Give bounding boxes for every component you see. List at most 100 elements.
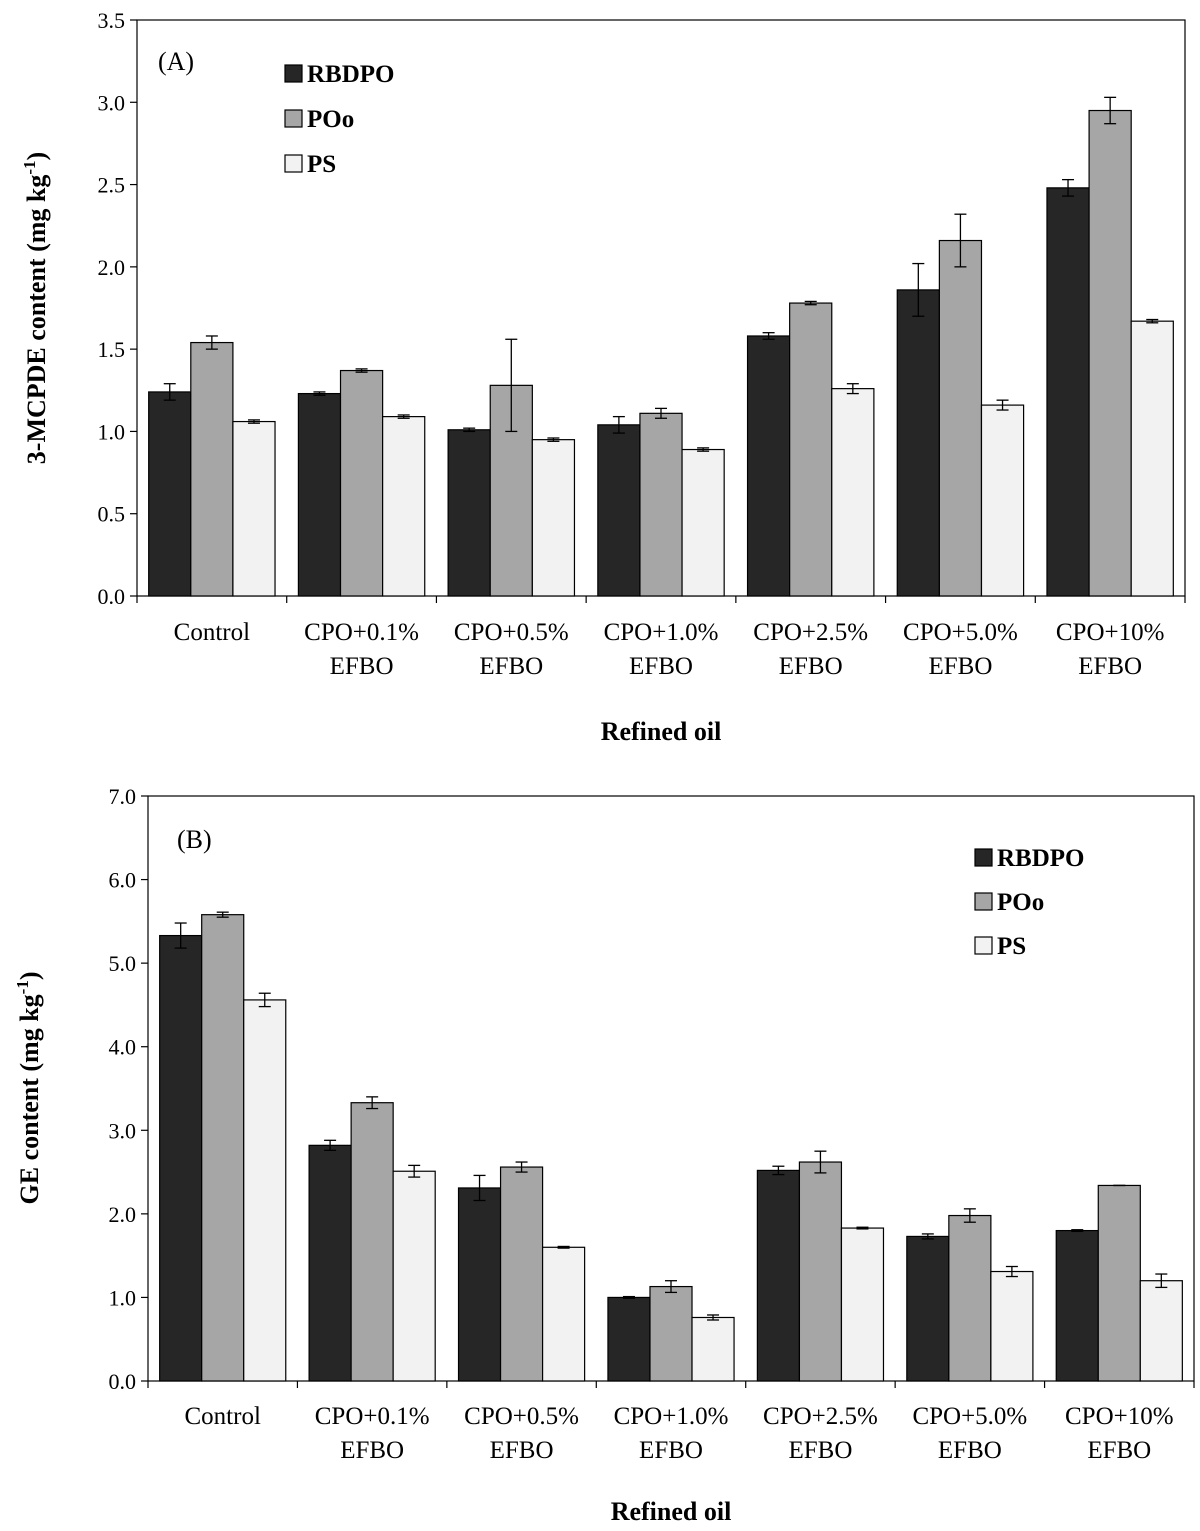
y-tick-label: 1.0 [109,1285,137,1310]
error-bar-rbdpo-2 [473,1174,486,1202]
error-bar-poo-3 [665,1280,677,1294]
error-bar-poo-1 [366,1096,379,1110]
bar-ps-5 [980,404,1025,597]
error-bar-ps-4 [856,1226,869,1230]
error-bar-poo-6 [1104,96,1117,125]
legend-swatch [284,64,303,83]
bar-poo-1 [339,369,384,597]
error-bar-rbdpo-1 [313,391,326,396]
bar-rbdpo-6 [1055,1229,1099,1382]
panel-label: (B) [177,825,212,854]
x-category-label: EFBO [639,1437,703,1464]
error-bar-ps-5 [1005,1265,1018,1278]
bar-rbdpo-0 [159,934,203,1382]
error-bar-ps-3 [697,447,710,452]
legend-swatch [974,892,993,911]
bar-ps-2 [531,439,576,597]
legend-label: POo [997,889,1044,916]
error-bar-rbdpo-6 [1062,178,1075,197]
error-bar-poo-4 [814,1150,827,1174]
bar-ps-0 [232,420,276,597]
x-category-label: CPO+0.5% [464,1403,579,1430]
panel-label: (A) [158,47,194,76]
bar-poo-4 [789,302,833,597]
error-bar-ps-2 [557,1245,570,1249]
x-category-label: EFBO [1087,1437,1151,1464]
bar-rbdpo-6 [1046,187,1090,597]
x-category-label: CPO+0.1% [304,619,419,646]
error-bar-rbdpo-4 [772,1165,785,1176]
error-bar-poo-2 [505,338,518,433]
y-tick-label: 3.0 [98,90,126,115]
legend-label: PS [997,933,1026,960]
x-category-label: CPO+0.5% [454,619,569,646]
chart-b: 0.0 1.0 2.0 3.0 4.0 5.0 6.0 7.0 Control CPO+0.1% E… [13,784,1195,1526]
error-bar-poo-4 [804,300,817,306]
bar-rbdpo-5 [896,289,940,597]
x-category-label: CPO+2.5% [763,1403,878,1430]
bar-ps-3 [691,1316,735,1382]
error-bar-ps-6 [1155,1273,1168,1289]
legend-item-poo: POo [284,106,354,133]
bar-ps-4 [840,1227,885,1382]
x-category-label: Control [174,619,250,646]
error-bar-rbdpo-2 [463,427,476,433]
bar-ps-6 [1139,1280,1183,1382]
legend-item-rbdpo: RBDPO [974,845,1085,872]
bar-rbdpo-3 [607,1296,651,1382]
bar-rbdpo-0 [148,391,192,597]
bar-ps-1 [382,416,426,597]
error-bar-ps-2 [547,437,560,442]
bar-poo-0 [190,341,234,597]
y-tick-label: 7.0 [109,784,137,809]
x-category-label: CPO+2.5% [753,619,868,646]
bar-poo-5 [938,239,983,597]
error-bar-ps-5 [996,399,1009,411]
error-bar-rbdpo-5 [912,262,925,317]
x-category-label: EFBO [938,1437,1002,1464]
error-bar-poo-1 [355,368,368,373]
bar-rbdpo-1 [308,1144,352,1382]
bar-poo-6 [1088,109,1132,597]
bar-poo-0 [201,914,245,1382]
x-category-label: CPO+10% [1065,1403,1174,1430]
x-axis-title: Refined oil [601,717,722,746]
error-bar-poo-5 [954,213,967,268]
error-bar-rbdpo-6 [1071,1229,1084,1233]
x-category-label: EFBO [788,1437,852,1464]
bar-ps-6 [1130,320,1174,597]
x-category-label: EFBO [1078,653,1142,680]
y-tick-label: 3.5 [98,8,126,33]
legend-swatch [974,848,993,867]
y-axis-title-sup: -1 [13,980,32,994]
error-bar-ps-3 [707,1314,720,1321]
error-bar-rbdpo-0 [174,922,187,949]
bar-rbdpo-4 [756,1169,801,1382]
chart-a: 0.0 0.5 1.0 1.5 2.0 2.5 3.0 3.5 Control CPO+0.1% E… [20,8,1186,746]
x-category-label: EFBO [928,653,992,680]
legend-swatch [284,109,303,128]
legend-swatch [284,154,303,173]
error-bar-rbdpo-1 [324,1139,337,1151]
x-category-label: EFBO [490,1437,554,1464]
x-category-label: CPO+10% [1056,619,1165,646]
x-category-label: EFBO [479,653,543,680]
bar-rbdpo-5 [906,1235,950,1382]
y-tick-label: 1.0 [98,419,126,444]
x-category-label: EFBO [330,653,394,680]
bar-poo-3 [639,412,683,597]
bar-ps-1 [392,1170,436,1382]
error-bar-rbdpo-4 [762,332,775,340]
bar-rbdpo-2 [447,429,491,597]
bar-ps-0 [243,999,287,1382]
bar-rbdpo-2 [457,1187,502,1382]
legend-label: RBDPO [307,61,395,88]
error-bar-poo-5 [963,1208,976,1223]
error-bar-poo-0 [205,335,218,350]
bar-rbdpo-4 [746,335,791,597]
y-tick-label: 2.5 [98,173,126,198]
legend-item-ps: PS [284,151,336,178]
error-bar-poo-3 [655,407,667,419]
error-bar-ps-1 [408,1164,421,1178]
y-tick-label: 5.0 [109,951,137,976]
